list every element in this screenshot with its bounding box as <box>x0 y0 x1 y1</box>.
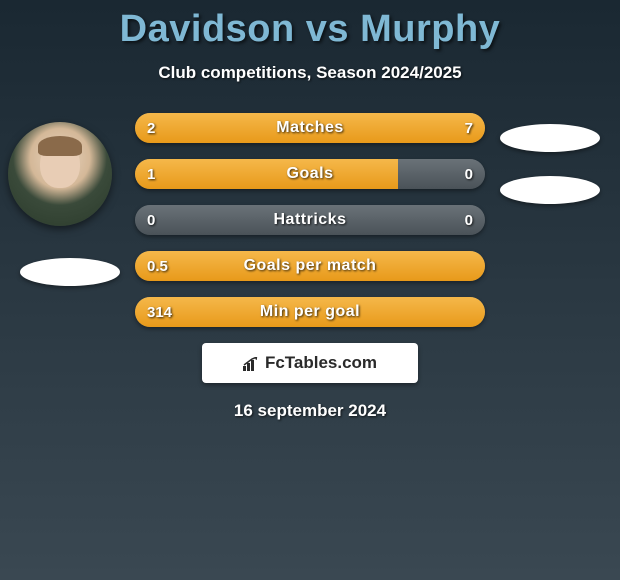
chart-icon <box>243 356 261 370</box>
stat-label: Goals per match <box>135 251 485 281</box>
stat-value-right: 0 <box>453 159 485 189</box>
page-title: Davidson vs Murphy <box>0 8 620 51</box>
stat-label: Hattricks <box>135 205 485 235</box>
stat-value-right <box>461 251 485 281</box>
stat-label: Goals <box>135 159 485 189</box>
stat-label: Matches <box>135 113 485 143</box>
branding-box: FcTables.com <box>202 343 418 383</box>
branding-text: FcTables.com <box>243 353 377 373</box>
footer-date: 16 september 2024 <box>0 401 620 421</box>
subtitle: Club competitions, Season 2024/2025 <box>0 63 620 83</box>
stat-row-hattricks: 0 Hattricks 0 <box>135 205 485 235</box>
branding-label: FcTables.com <box>265 353 377 373</box>
stat-value-right: 0 <box>453 205 485 235</box>
stat-row-gpm: 0.5 Goals per match <box>135 251 485 281</box>
stat-label: Min per goal <box>135 297 485 327</box>
content: Davidson vs Murphy Club competitions, Se… <box>0 0 620 580</box>
stat-row-goals: 1 Goals 0 <box>135 159 485 189</box>
stat-row-mpg: 314 Min per goal <box>135 297 485 327</box>
stats-area: 2 Matches 7 1 Goals 0 0 Hattricks 0 0.5 … <box>0 113 620 327</box>
stat-row-matches: 2 Matches 7 <box>135 113 485 143</box>
stat-value-right: 7 <box>453 113 485 143</box>
stat-value-right <box>461 297 485 327</box>
